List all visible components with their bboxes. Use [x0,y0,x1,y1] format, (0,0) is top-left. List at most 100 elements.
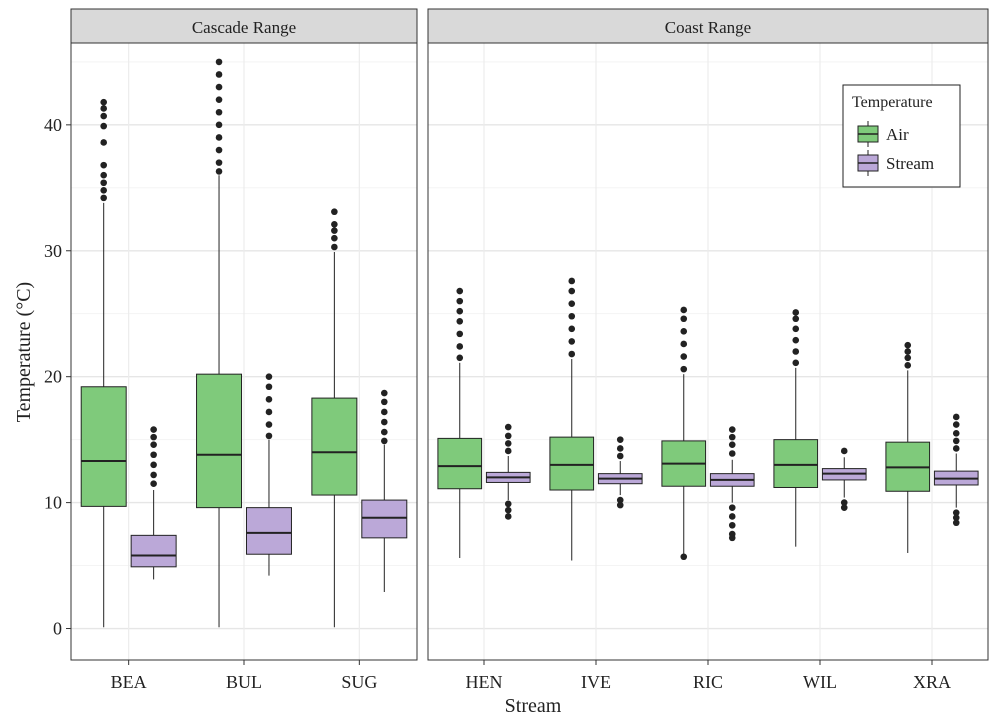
outlier-point [952,514,960,522]
outlier-point [100,194,107,202]
outlier-point [265,432,273,440]
outlier-point [265,396,273,403]
legend: Temperature Air Stream [842,84,961,188]
outlier-point [840,447,848,455]
outlier-point [680,328,688,335]
legend-items: Air Stream [857,121,934,176]
x-tick-label: BUL [226,672,262,692]
box-iqr [196,373,243,509]
outlier-point [952,413,960,421]
y-axis-label: Temperature (°C) [13,282,35,422]
legend-item-air: Air [857,121,909,147]
outlier-point [331,243,338,251]
panel-strip [427,8,989,44]
outlier-point [504,440,512,447]
outlier-point [265,421,273,428]
box-iqr [549,436,595,491]
outlier-point [568,300,576,307]
outlier-point [792,315,800,323]
outlier-point [616,496,624,504]
outlier-point [215,96,223,103]
box-sug-stream [361,389,408,593]
outlier-point [331,234,338,242]
box-iqr [773,439,819,488]
outlier-point [568,312,576,320]
outlier-point [616,436,624,443]
outlier-point [728,534,736,542]
outlier-point [504,500,512,508]
outlier-point [381,437,388,445]
outlier-point [952,430,960,437]
outlier-point [952,421,960,428]
panel-cascade-range: Cascade Range BEA BUL SUG [70,8,418,692]
outlier-point [680,340,688,348]
box-sug-air [311,208,358,628]
outlier-point [215,58,223,66]
outlier-point [792,325,800,333]
box-iqr [80,386,127,507]
box-bea-stream [130,426,177,580]
outlier-point [331,221,338,228]
outlier-point [952,519,960,527]
outlier-point [728,450,736,457]
outlier-point [504,423,512,431]
outlier-point [456,330,464,338]
outlier-point [680,306,688,314]
box-iqr [130,534,177,568]
outlier-point [504,513,512,520]
outlier-point [150,433,157,441]
y-tick-label: 40 [44,115,62,135]
y-tick-label: 10 [44,493,62,513]
outlier-point [456,343,464,350]
outlier-point [616,445,624,452]
outlier-point [100,171,107,179]
outlier-point [265,408,273,416]
outlier-point [150,426,157,433]
outlier-point [456,317,464,325]
box-wil-stream [821,447,867,511]
outlier-point [150,461,157,469]
outlier-point [215,159,223,166]
box-iqr [245,507,292,555]
outlier-point [381,408,388,416]
box-wil-air [773,309,819,547]
outlier-point [728,426,736,433]
outlier-point [100,112,107,120]
outlier-point [456,354,464,362]
outlier-point [331,208,338,216]
legend-label: Stream [886,154,934,173]
outlier-point [952,509,960,516]
outlier-point [100,161,107,169]
outlier-point [381,389,388,397]
box-iqr [361,499,408,539]
outlier-point [504,506,512,514]
outlier-point [616,501,624,509]
x-tick-label: BEA [111,672,147,692]
box-xra-air [885,341,931,553]
outlier-point [265,383,273,391]
y-tick-label: 30 [44,241,62,261]
x-tick-label: XRA [913,672,951,692]
outlier-point [150,441,157,448]
outlier-point [100,179,107,187]
x-tick-label: IVE [581,672,611,692]
outlier-point [568,338,576,345]
outlier-point [215,168,223,175]
outlier-point [381,398,388,406]
outlier-point [568,287,576,295]
legend-item-stream: Stream [857,150,934,176]
outlier-point [100,98,107,106]
outlier-point [680,353,688,360]
box-ric-air [661,306,707,561]
y-axis: 0 10 20 30 40 [44,115,71,639]
outlier-point [792,336,800,344]
box-ive-stream [597,436,643,509]
outlier-point [792,359,800,367]
outlier-point [840,504,848,511]
outlier-point [728,441,736,448]
legend-title: Temperature [852,94,933,111]
outlier-point [215,146,223,154]
box-iqr [437,437,483,490]
outlier-point [840,499,848,506]
outlier-point [456,307,464,315]
